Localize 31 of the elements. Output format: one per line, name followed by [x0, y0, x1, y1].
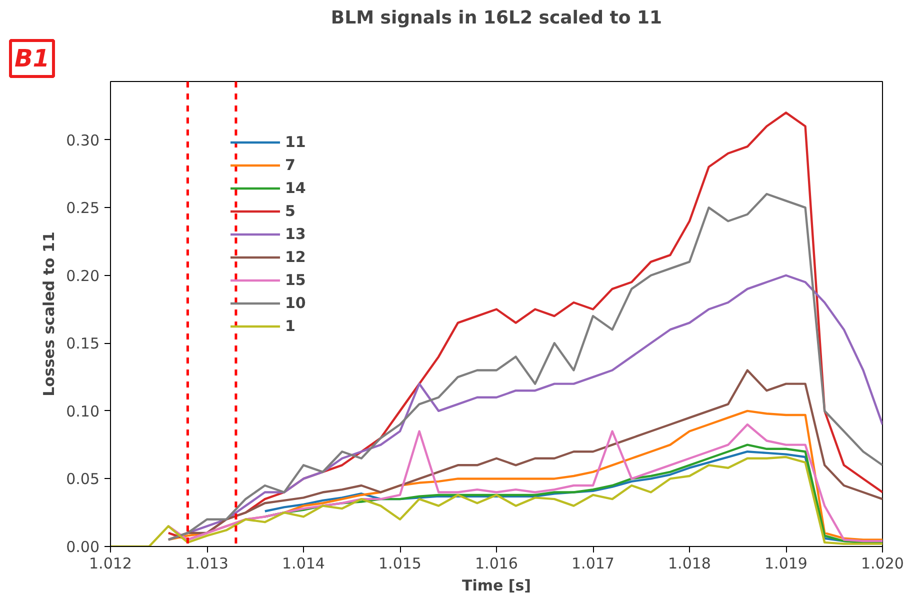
legend-label: 15 — [285, 271, 306, 289]
legend-label: 7 — [285, 156, 296, 174]
x-tick-label: 1.016 — [475, 554, 518, 572]
y-tick-label: 0.10 — [66, 402, 100, 420]
x-tick-label: 1.020 — [861, 554, 904, 572]
legend-label: 10 — [285, 294, 306, 312]
y-tick-label: 0.05 — [66, 470, 100, 488]
y-tick-label: 0.30 — [66, 131, 100, 150]
y-tick-label: 0.00 — [66, 538, 100, 556]
legend-label: 11 — [285, 133, 306, 151]
x-tick-label: 1.018 — [668, 554, 711, 572]
x-axis-title: Time [s] — [462, 576, 532, 594]
x-tick-label: 1.013 — [186, 554, 228, 572]
x-tick-label: 1.019 — [764, 554, 808, 572]
y-tick-label: 0.25 — [66, 199, 100, 218]
legend-label: 13 — [285, 225, 306, 243]
x-tick-label: 1.017 — [572, 554, 614, 572]
legend-label: 14 — [285, 179, 306, 197]
x-tick-label: 1.015 — [378, 554, 422, 572]
x-tick-label: 1.014 — [282, 554, 325, 572]
text: B1 — [14, 44, 50, 72]
legend-label: 12 — [285, 248, 306, 266]
y-tick-label: 0.20 — [66, 266, 100, 285]
line-series — [167, 112, 882, 541]
y-tick-label: 0.15 — [66, 334, 100, 353]
y-axis-title: Losses scaled to 11 — [40, 232, 58, 396]
line-series — [167, 192, 882, 541]
legend-label: 5 — [285, 202, 296, 220]
chart-title: BLM signals in 16L2 scaled to 11 — [330, 8, 662, 28]
x-tick-label: 1.012 — [89, 554, 132, 572]
legend-label: 1 — [285, 317, 296, 335]
